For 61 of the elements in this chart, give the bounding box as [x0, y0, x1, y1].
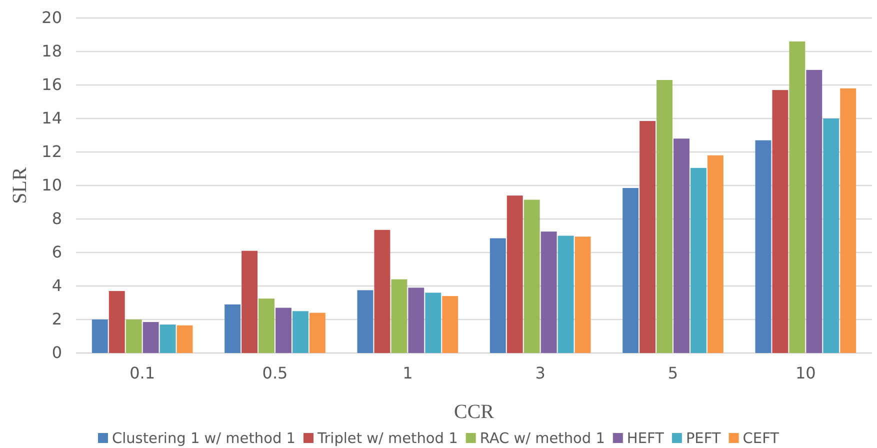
bar: [823, 118, 840, 353]
bar: [374, 230, 390, 353]
x-tick-label: 5: [668, 363, 678, 382]
x-tick-label: 10: [795, 363, 816, 382]
x-tick-label: 0.5: [262, 363, 288, 382]
bar: [425, 292, 442, 353]
y-tick-label: 14: [42, 108, 62, 128]
bar: [357, 290, 374, 353]
bar: [258, 298, 274, 353]
bar: [160, 324, 176, 353]
bar: [574, 236, 591, 353]
legend-label: Triplet w/ method 1: [316, 431, 458, 447]
bar: [506, 196, 523, 353]
bar: [674, 138, 690, 353]
y-axis-title: SLR: [9, 166, 31, 204]
bar: [656, 80, 672, 353]
y-tick-label: 12: [42, 142, 62, 162]
bar: [108, 291, 125, 353]
bar: [224, 304, 241, 353]
bar: [142, 322, 159, 353]
bar: [292, 311, 308, 353]
x-tick-label: 1: [402, 363, 413, 382]
bar: [772, 90, 788, 353]
y-tick-label: 20: [42, 8, 62, 28]
bar: [126, 320, 142, 353]
bar: [806, 70, 822, 353]
y-tick-label: 10: [42, 176, 62, 195]
bar: [408, 288, 424, 353]
bar: [309, 312, 326, 353]
bar: [755, 140, 772, 353]
y-tick-label: 2: [52, 310, 62, 329]
y-tick-label: 6: [52, 242, 62, 262]
bar: [622, 188, 639, 353]
y-tick-label: 18: [42, 42, 62, 61]
x-axis-title: CCR: [454, 401, 495, 423]
bar: [490, 238, 506, 353]
bar: [540, 232, 557, 353]
bar: [707, 155, 724, 353]
bar: [789, 41, 806, 353]
bar: [690, 168, 706, 353]
bar: [524, 200, 540, 353]
bar: [442, 296, 458, 353]
legend-label: HEFT: [626, 431, 664, 447]
bar: [558, 236, 574, 353]
y-tick-label: 8: [52, 209, 62, 228]
x-tick-label: 0.1: [130, 363, 156, 382]
bar: [640, 121, 656, 353]
bar: [840, 88, 856, 353]
bar: [176, 325, 193, 353]
bar: [276, 308, 292, 353]
y-tick-label: 4: [52, 276, 62, 296]
bar: [391, 279, 408, 353]
bar: [242, 250, 258, 353]
legend-label: CEFT: [742, 431, 780, 447]
bar: [92, 320, 108, 353]
legend-label: Clustering 1 w/ method 1: [112, 431, 296, 447]
legend-label: PEFT: [686, 431, 721, 447]
y-tick-label: 0: [52, 343, 62, 362]
y-tick-label: 16: [42, 75, 62, 94]
x-tick-label: 3: [535, 363, 546, 382]
legend-label: RAC w/ method 1: [480, 431, 605, 447]
